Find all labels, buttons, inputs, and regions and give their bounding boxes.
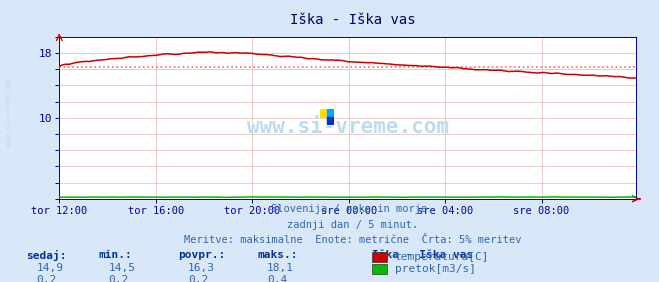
Bar — [327, 109, 334, 117]
Text: 14,5: 14,5 — [109, 263, 136, 273]
Text: Iška - Iška vas: Iška - Iška vas — [290, 13, 415, 27]
Text: temperatura[C]: temperatura[C] — [395, 252, 489, 262]
Text: 16,3: 16,3 — [188, 263, 215, 273]
Text: sedaj:: sedaj: — [26, 250, 67, 261]
Text: min.:: min.: — [99, 250, 132, 259]
Text: zadnji dan / 5 minut.: zadnji dan / 5 minut. — [287, 220, 418, 230]
Text: www.si-vreme.com: www.si-vreme.com — [5, 79, 12, 147]
Bar — [320, 109, 327, 117]
Text: 18,1: 18,1 — [267, 263, 294, 273]
Text: 14,9: 14,9 — [36, 263, 63, 273]
Text: Slovenija / reke in morje.: Slovenija / reke in morje. — [272, 204, 434, 214]
Text: www.si-vreme.com: www.si-vreme.com — [246, 118, 449, 137]
Text: Iška - Iška vas: Iška - Iška vas — [372, 250, 474, 259]
Text: 0,2: 0,2 — [109, 275, 129, 282]
Text: Meritve: maksimalne  Enote: metrične  Črta: 5% meritev: Meritve: maksimalne Enote: metrične Črta… — [184, 235, 521, 245]
Text: 0,2: 0,2 — [188, 275, 208, 282]
Text: maks.:: maks.: — [257, 250, 297, 259]
Text: pretok[m3/s]: pretok[m3/s] — [395, 264, 476, 274]
Bar — [327, 117, 334, 125]
Text: povpr.:: povpr.: — [178, 250, 225, 259]
Text: 0,4: 0,4 — [267, 275, 287, 282]
Text: 0,2: 0,2 — [36, 275, 57, 282]
